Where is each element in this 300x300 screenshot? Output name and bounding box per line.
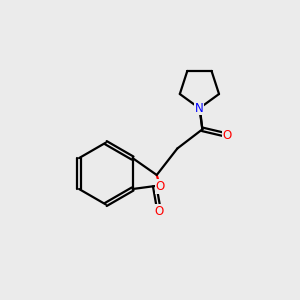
Text: N: N bbox=[195, 102, 204, 115]
Text: O: O bbox=[155, 180, 165, 193]
Text: O: O bbox=[154, 205, 164, 218]
Text: O: O bbox=[223, 129, 232, 142]
